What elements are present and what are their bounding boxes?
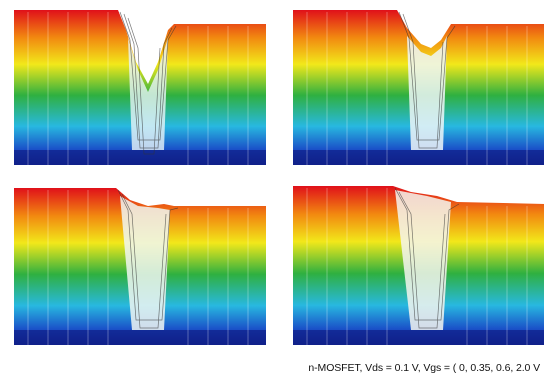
simulation-panel-vgs-0.6	[8, 180, 270, 352]
simulation-panel-vgs-2.0	[287, 180, 544, 352]
potential-surface-plot	[14, 188, 266, 345]
potential-surface-plot	[14, 10, 266, 165]
figure-caption: n-MOSFET, Vds = 0.1 V, Vgs = ( 0, 0.35, …	[308, 362, 540, 374]
simulation-panel-vgs-0	[8, 0, 270, 172]
simulation-panel-vgs-0.35	[287, 0, 544, 172]
potential-surface-plot	[293, 186, 544, 345]
potential-surface-plot	[293, 10, 544, 165]
